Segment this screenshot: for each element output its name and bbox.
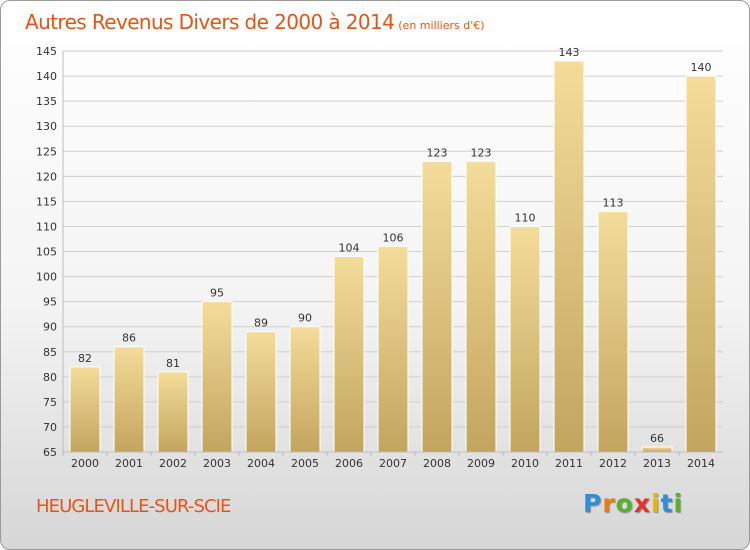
bar-2013 [641,446,673,453]
unit-note: (en milliers d'€) [398,19,485,32]
logo-letter: o [615,489,634,518]
x-tick-label-2008: 2008 [423,457,451,470]
value-label-2002: 81 [166,357,180,370]
y-tick-label: 140 [36,70,57,83]
value-label-2004: 89 [254,317,268,330]
x-tick-label-2005: 2005 [291,457,319,470]
bar-2005 [289,326,321,453]
x-tick-label-2009: 2009 [467,457,495,470]
value-label-2008: 123 [427,146,448,159]
axis-layer: 65 70 75 80 85 90 95 100 105 110 115 120 125 130 135 14… [36,45,723,470]
value-label-2010: 110 [515,211,536,224]
value-label-2013: 66 [650,432,664,445]
value-label-2007: 106 [383,231,404,244]
bar-2003 [201,301,233,453]
value-label-2014: 140 [691,61,712,74]
bar-2011 [553,60,585,453]
logo-letter: r [602,489,616,518]
y-tick-label: 120 [36,170,57,183]
bar-2001 [113,346,145,453]
y-tick-label: 130 [36,120,57,133]
y-tick-label: 75 [43,396,57,409]
y-tick-label: 80 [43,371,57,384]
y-tick-label: 125 [36,145,57,158]
x-tick-label-2007: 2007 [379,457,407,470]
value-label-2005: 90 [298,312,312,325]
value-label-2009: 123 [471,146,492,159]
y-tick-label: 145 [36,45,57,58]
y-tick-label: 110 [36,220,57,233]
bar-2007 [377,245,409,453]
chart-title: Autres Revenus Divers de 2000 à 2014 (en … [25,10,485,34]
bar-2004 [245,331,277,453]
value-label-2011: 143 [559,46,580,59]
y-tick-label: 105 [36,246,57,259]
x-tick-label-2000: 2000 [71,457,99,470]
x-tick-label-2013: 2013 [643,457,671,470]
bar-2012 [597,210,629,453]
bar-2009 [465,160,497,453]
value-label-2012: 113 [603,196,624,209]
logo-letter: t [660,489,674,518]
x-tick-label-2012: 2012 [599,457,627,470]
value-label-2001: 86 [122,332,136,345]
y-tick-label: 65 [43,446,57,459]
proxiti-logo: Proxiti [583,489,683,518]
y-tick-label: 135 [36,95,57,108]
y-tick-label: 85 [43,346,57,359]
logo-letter: i [651,489,661,518]
logo-letter: i [673,489,684,518]
y-tick-label: 70 [43,421,57,434]
y-tick-label: 115 [36,195,57,208]
x-tick-label-2001: 2001 [115,457,143,470]
bar-2008 [421,160,453,453]
x-tick-label-2006: 2006 [335,457,363,470]
x-tick-label-2010: 2010 [511,457,539,470]
bar-2010 [509,225,541,453]
x-tick-label-2003: 2003 [203,457,231,470]
value-label-2006: 104 [339,242,360,255]
x-tick-label-2011: 2011 [555,457,583,470]
value-label-2003: 95 [210,287,224,300]
town-name: HEUGLEVILLE-SUR-SCIE [36,496,231,517]
x-tick-label-2014: 2014 [687,457,715,470]
bar-layer: 82 86 81 95 89 90 104 106 123 123 110 143 113 66 140 [69,46,717,453]
bar-2002 [157,371,189,453]
y-tick-label: 95 [43,296,57,309]
y-tick-label: 100 [36,271,57,284]
bar-2014 [685,75,717,453]
bar-2006 [333,256,365,453]
logo-letter: x [633,489,651,518]
logo-letter: P [583,489,603,518]
title-text: Autres Revenus Divers de 2000 à 2014 [25,10,395,34]
x-tick-label-2004: 2004 [247,457,275,470]
x-tick-label-2002: 2002 [159,457,187,470]
value-label-2000: 82 [78,352,92,365]
bar-2000 [69,366,101,453]
y-tick-label: 90 [43,321,57,334]
